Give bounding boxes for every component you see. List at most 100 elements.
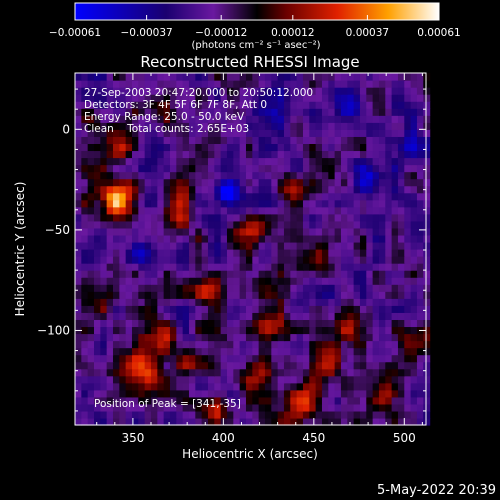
heatmap-cell — [201, 185, 209, 194]
heatmap-cell — [328, 227, 336, 236]
heatmap-cell — [138, 396, 146, 405]
heatmap-cell — [296, 333, 304, 342]
heatmap-cell — [207, 157, 215, 166]
heatmap-cell — [138, 403, 146, 412]
heatmap-cell — [290, 256, 298, 264]
heatmap-cell — [207, 185, 215, 194]
heatmap-cell — [315, 333, 323, 342]
heatmap-cell — [112, 171, 120, 180]
heatmap-cell — [391, 319, 399, 328]
heatmap-cell — [252, 129, 260, 137]
heatmap-cell — [423, 319, 431, 328]
heatmap-cell — [334, 101, 342, 109]
heatmap-cell — [385, 73, 393, 81]
heatmap-cell — [302, 410, 310, 419]
heatmap-cell — [334, 375, 342, 384]
heatmap-cell — [359, 347, 367, 356]
heatmap-cell — [176, 115, 184, 123]
heatmap-cell — [94, 227, 101, 236]
heatmap-cell — [182, 157, 190, 166]
heatmap-cell — [106, 108, 114, 116]
heatmap-cell — [302, 185, 310, 194]
heatmap-cell — [75, 333, 82, 342]
heatmap-cell — [188, 164, 196, 173]
heatmap-cell — [334, 249, 342, 257]
heatmap-cell — [188, 213, 196, 222]
heatmap-cell — [423, 164, 431, 173]
heatmap-cell — [245, 305, 253, 313]
heatmap-cell — [150, 87, 158, 95]
heatmap-cell — [87, 164, 95, 173]
heatmap-cell — [404, 234, 412, 243]
heatmap-cell — [296, 256, 304, 264]
heatmap-cell — [404, 171, 412, 180]
heatmap-cell — [169, 185, 177, 194]
heatmap-cell — [150, 333, 158, 342]
heatmap-cell — [106, 192, 114, 201]
heatmap-cell — [328, 298, 336, 306]
heatmap-cell — [150, 347, 158, 356]
heatmap-cell — [245, 94, 253, 102]
heatmap-cell — [252, 382, 260, 391]
heatmap-cell — [347, 417, 355, 426]
heatmap-cell — [277, 220, 285, 229]
heatmap-cell — [75, 199, 82, 208]
heatmap-cell — [150, 368, 158, 377]
heatmap-cell — [131, 171, 139, 180]
heatmap-cell — [296, 382, 304, 391]
heatmap-cell — [410, 185, 418, 194]
heatmap-cell — [264, 129, 272, 137]
heatmap-cell — [397, 319, 405, 328]
heatmap-cell — [423, 87, 431, 95]
heatmap-cell — [195, 101, 203, 109]
heatmap-cell — [353, 375, 361, 384]
heatmap-cell — [283, 375, 291, 384]
heatmap-cell — [81, 213, 89, 222]
heatmap-cell — [372, 263, 380, 271]
heatmap-cell — [309, 361, 317, 370]
heatmap-cell — [239, 396, 247, 405]
heatmap-cell — [391, 73, 399, 81]
heatmap-cell — [169, 227, 177, 236]
heatmap-cell — [366, 73, 374, 81]
heatmap-cell — [334, 347, 342, 356]
heatmap-cell — [283, 136, 291, 144]
heatmap-cell — [176, 122, 184, 130]
heatmap-cell — [359, 108, 367, 116]
heatmap-cell — [340, 87, 348, 95]
heatmap-cell — [157, 305, 165, 313]
heatmap-cell — [366, 340, 374, 349]
heatmap-cell — [315, 164, 323, 173]
heatmap-cell — [176, 410, 184, 419]
heatmap-cell — [302, 284, 310, 292]
heatmap-cell — [328, 417, 336, 426]
heatmap-cell — [410, 171, 418, 180]
heatmap-cell — [144, 234, 152, 243]
heatmap-cell — [245, 192, 253, 201]
heatmap-cell — [309, 375, 317, 384]
heatmap-cell — [302, 199, 310, 208]
heatmap-cell — [258, 143, 266, 152]
heatmap-cell — [372, 213, 380, 222]
heatmap-cell — [100, 227, 108, 236]
heatmap-cell — [296, 319, 304, 328]
heatmap-cell — [404, 213, 412, 222]
heatmap-cell — [245, 396, 253, 405]
heatmap-cell — [75, 73, 82, 81]
heatmap-cell — [264, 403, 272, 412]
heatmap-cell — [410, 108, 418, 116]
heatmap-cell — [144, 115, 152, 123]
heatmap-cell — [163, 368, 171, 377]
heatmap-cell — [309, 305, 317, 313]
heatmap-cell — [214, 143, 222, 152]
heatmap-cell — [176, 354, 184, 363]
heatmap-cell — [125, 410, 133, 419]
heatmap-cell — [201, 389, 209, 398]
heatmap-cell — [264, 94, 272, 102]
x-tick-label: 450 — [302, 431, 325, 445]
heatmap-cell — [290, 150, 298, 159]
heatmap-cell — [245, 403, 253, 412]
heatmap-cell — [233, 382, 241, 391]
heatmap-cell — [245, 291, 253, 299]
heatmap-cell — [169, 115, 177, 123]
